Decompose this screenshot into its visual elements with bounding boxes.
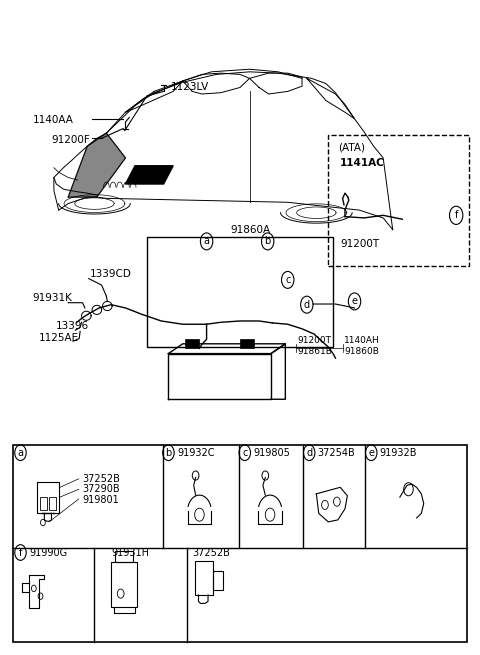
Text: 1140AH: 1140AH — [344, 336, 380, 345]
Bar — [240, 339, 254, 348]
Text: 91931H: 91931H — [111, 548, 149, 557]
Text: c: c — [242, 448, 248, 458]
Text: 91990G: 91990G — [29, 548, 67, 557]
Text: b: b — [264, 236, 271, 246]
Text: f: f — [19, 548, 22, 557]
Bar — [328, 135, 469, 265]
Text: 1339CD: 1339CD — [90, 269, 132, 278]
Text: 91932B: 91932B — [380, 448, 417, 458]
Bar — [49, 497, 56, 510]
Text: 91200F: 91200F — [51, 135, 90, 145]
Text: 1141AC: 1141AC — [340, 158, 385, 168]
Bar — [195, 561, 213, 595]
Text: e: e — [368, 448, 374, 458]
Text: 1123LV: 1123LV — [171, 83, 209, 92]
Text: 919801: 919801 — [83, 495, 119, 505]
Text: d: d — [306, 448, 312, 458]
Bar — [39, 497, 47, 510]
Text: d: d — [304, 300, 310, 310]
Text: 91861B: 91861B — [297, 346, 332, 356]
Text: 37252B: 37252B — [83, 474, 120, 484]
Text: f: f — [455, 210, 458, 220]
Text: 91200T: 91200T — [297, 336, 331, 345]
Text: 91860A: 91860A — [230, 225, 271, 235]
Text: a: a — [17, 448, 24, 458]
Text: e: e — [351, 297, 358, 307]
Text: 91860B: 91860B — [344, 346, 379, 356]
Bar — [213, 571, 223, 590]
Text: 91932C: 91932C — [177, 448, 215, 458]
Text: c: c — [285, 275, 290, 285]
Bar — [185, 339, 199, 348]
Bar — [115, 551, 133, 562]
Text: 37254B: 37254B — [318, 448, 356, 458]
Text: 37290B: 37290B — [83, 484, 120, 495]
Text: 1125AE: 1125AE — [38, 333, 79, 343]
Bar — [13, 445, 467, 642]
Text: b: b — [165, 448, 171, 458]
Text: a: a — [204, 236, 210, 246]
Text: 13396: 13396 — [56, 321, 89, 331]
Text: 91931K: 91931K — [33, 293, 72, 303]
Bar — [37, 482, 59, 514]
Bar — [147, 238, 333, 347]
Bar — [111, 562, 137, 607]
Polygon shape — [68, 133, 125, 197]
Polygon shape — [125, 166, 173, 184]
Text: (ATA): (ATA) — [338, 143, 365, 153]
Text: 37252B: 37252B — [192, 548, 230, 557]
Text: 919805: 919805 — [253, 448, 290, 458]
Text: 91200T: 91200T — [340, 239, 379, 250]
Text: 1140AA: 1140AA — [33, 115, 73, 125]
